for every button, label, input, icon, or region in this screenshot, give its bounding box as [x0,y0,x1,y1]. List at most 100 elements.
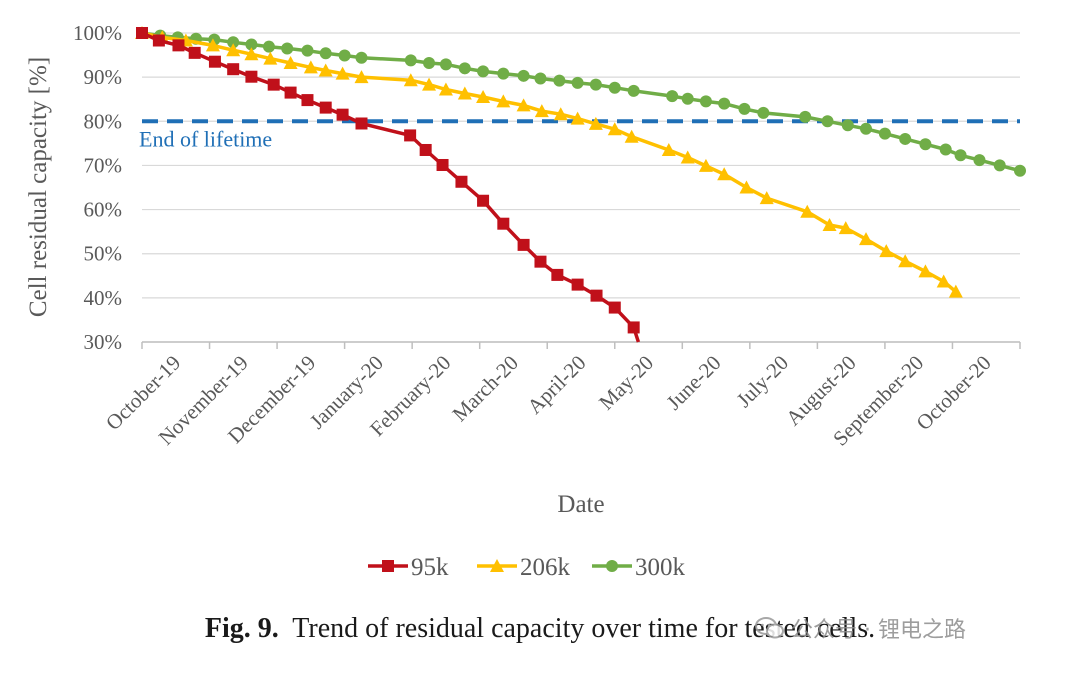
legend-marker-206k [490,559,504,572]
data-point-300k [841,119,854,132]
legend: 95k 206k 300k [368,554,686,581]
data-point-206k [680,150,695,164]
y-axis-title: Cell residual capacity [%] [25,57,52,317]
data-point-300k [718,97,731,110]
data-point-300k [608,81,621,94]
data-point-300k [227,36,240,49]
data-point-95k [245,70,258,83]
data-point-95k [436,158,449,171]
data-point-206k [534,104,549,118]
data-point-95k [336,108,349,121]
data-point-206k [588,116,603,130]
x-tick-label: March-20 [447,351,523,427]
chart: 30% 40% 50% 60% 70% 80% 90% 100% October-19Nove… [25,21,1026,581]
data-point-95k [404,129,417,142]
data-point-95k [172,39,185,52]
data-point-300k [404,54,417,67]
data-point-300k [699,95,712,108]
data-point-300k [262,40,275,53]
data-point-206k [438,82,453,96]
y-tick-label: 100% [73,21,122,45]
data-point-206k [226,43,241,57]
x-tick-label: June-20 [662,351,726,415]
x-tick-label: October-20 [911,351,995,435]
series-300k [136,27,1026,177]
data-point-206k [918,264,933,278]
data-point-95k [208,55,221,68]
data-point-300k [497,67,510,80]
data-point-206k [354,70,369,84]
data-point-206k [936,274,951,288]
data-point-300k [738,102,751,115]
data-point-300k [319,47,332,60]
legend-marker-95k [382,560,394,572]
data-point-206k [624,129,639,143]
data-point-206k [335,66,350,80]
data-point-95k [571,278,584,291]
data-point-206k [570,111,585,125]
data-point-206k [457,86,472,100]
data-point-206k [205,38,220,52]
data-point-95k [590,289,603,302]
data-point-95k [188,46,201,59]
watermark: 公众号 · 锂电之路 [755,612,966,644]
data-point-300k [627,84,640,97]
data-point-95k [534,255,547,268]
end-of-lifetime-label: End of lifetime [139,126,272,151]
data-point-206k [759,191,774,205]
data-point-206k [422,77,437,91]
y-tick-label: 40% [84,286,123,310]
data-point-95k [497,217,510,230]
data-point-300k [919,138,932,151]
data-point-206k [403,73,418,87]
data-point-300k [338,49,351,62]
data-point-300k [878,127,891,140]
data-point-300k [589,78,602,91]
legend-marker-300k [606,560,618,572]
y-axis-ticks: 30% 40% 50% 60% 70% 80% 90% 100% [73,21,122,354]
data-point-300k [458,62,471,75]
data-point-300k [281,42,294,55]
data-point-206k [516,98,531,112]
data-point-206k [496,94,511,108]
data-point-95k [227,63,240,76]
data-point-95k [517,238,530,251]
data-point-95k [608,301,621,314]
y-tick-label: 70% [84,153,123,177]
data-point-206k [948,284,963,298]
y-tick-label: 90% [84,65,123,89]
data-point-206k [476,90,491,104]
data-point-95k [419,143,432,156]
data-point-95k [136,27,148,39]
data-point-206k [607,122,622,136]
series-206k [135,26,963,298]
x-tick-label: May-20 [594,351,658,415]
data-point-206k [283,56,298,70]
data-point-206k [859,232,874,246]
data-point-300k [355,51,368,64]
data-point-206k [661,142,676,156]
data-point-206k [838,221,853,235]
data-point-95k [355,117,368,130]
data-point-206k [800,204,815,218]
legend-label-206k: 206k [520,554,571,581]
data-point-206k [263,51,278,65]
watermark-text: 公众号 · 锂电之路 [791,618,966,643]
x-axis-title: Date [557,491,604,518]
series-95k [136,27,641,343]
data-point-206k [717,167,732,181]
data-point-206k [739,180,754,194]
x-axis: October-19November-19December-19January-… [101,341,1021,451]
data-point-95k [551,268,564,281]
data-point-95k [284,86,297,99]
data-point-206k [879,244,894,258]
data-point-300k [553,74,566,87]
data-point-300k [681,92,694,105]
data-point-300k [666,90,679,103]
data-point-300k [973,154,986,167]
data-point-300k [1014,164,1026,177]
data-point-95k [301,94,314,107]
data-point-206k [553,107,568,121]
y-tick-label: 80% [84,109,123,133]
data-point-300k [821,115,834,128]
